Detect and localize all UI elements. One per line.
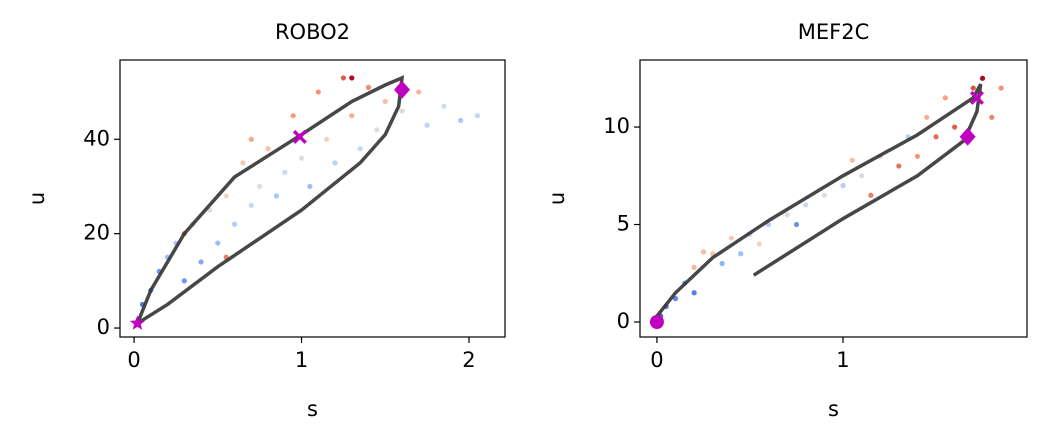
scatter-point bbox=[849, 157, 855, 163]
scatter-point bbox=[282, 169, 288, 175]
marker bbox=[394, 80, 411, 99]
scatter-point bbox=[700, 249, 707, 255]
y-tick-label: 20 bbox=[83, 221, 110, 245]
scatter-point bbox=[416, 89, 422, 95]
y-tick-label: 0 bbox=[97, 315, 110, 339]
scatter-point bbox=[728, 235, 734, 241]
scatter-point bbox=[840, 182, 846, 189]
y-axis-label: u bbox=[25, 192, 49, 205]
scatter-point bbox=[215, 240, 221, 246]
scatter-point bbox=[240, 160, 246, 166]
scatter-point bbox=[349, 113, 355, 119]
chart-title: ROBO2 bbox=[275, 20, 350, 44]
scatter-point bbox=[307, 183, 313, 190]
scatter-point bbox=[340, 75, 346, 81]
marker bbox=[959, 127, 976, 146]
scatter-point bbox=[868, 192, 874, 198]
scatter-point bbox=[181, 278, 187, 284]
scatter-point bbox=[374, 127, 380, 133]
scatter-point bbox=[231, 221, 238, 227]
y-tick-label: 0 bbox=[617, 309, 630, 333]
x-axis-label: s bbox=[307, 397, 318, 421]
marker bbox=[649, 314, 664, 329]
x-tick-label: 2 bbox=[462, 348, 475, 372]
scatter-point bbox=[784, 212, 790, 218]
scatter-point bbox=[441, 103, 447, 109]
scatter-point bbox=[970, 85, 976, 91]
scatter-point bbox=[914, 153, 921, 159]
x-tick-label: 1 bbox=[295, 348, 308, 372]
scatter-point bbox=[257, 183, 263, 190]
scatter-point bbox=[382, 98, 388, 105]
scatter-point bbox=[265, 146, 271, 152]
scatter-point bbox=[952, 124, 958, 130]
marker bbox=[292, 129, 307, 144]
scatter-point bbox=[248, 136, 254, 142]
scatter-point bbox=[672, 295, 679, 302]
curve bbox=[655, 83, 983, 318]
y-axis-label: u bbox=[545, 192, 569, 205]
scatter-point bbox=[365, 84, 372, 90]
scatter-point bbox=[474, 113, 480, 119]
scatter-point bbox=[691, 264, 697, 271]
scatter-point bbox=[942, 95, 948, 101]
scatter-point bbox=[332, 160, 338, 166]
scatter-point bbox=[793, 221, 800, 228]
plot-frame bbox=[119, 59, 506, 338]
plot-frame bbox=[639, 59, 1028, 338]
scatter-point bbox=[989, 114, 995, 120]
scatter-point bbox=[357, 146, 363, 152]
scatter-point bbox=[821, 192, 827, 198]
scatter-point bbox=[803, 202, 809, 208]
scatter-point bbox=[738, 251, 744, 257]
scatter-point bbox=[290, 113, 296, 119]
x-tick-label: 0 bbox=[650, 348, 663, 372]
scatter-point bbox=[399, 108, 405, 114]
y-tick-label: 10 bbox=[603, 114, 630, 138]
scatter-point bbox=[424, 122, 430, 128]
scatter-point bbox=[719, 260, 725, 267]
scatter-point bbox=[315, 89, 321, 95]
scatter-point bbox=[998, 85, 1004, 91]
scatter-point bbox=[458, 117, 464, 124]
scatter-point bbox=[858, 173, 865, 179]
scatter-point bbox=[933, 134, 939, 140]
scatter-point bbox=[896, 163, 902, 169]
scatter-point bbox=[273, 193, 280, 199]
scatter-point bbox=[691, 290, 697, 296]
scatter-point bbox=[298, 155, 305, 161]
y-tick-label: 5 bbox=[617, 212, 630, 236]
scatter-point bbox=[324, 136, 330, 142]
scatter-point bbox=[223, 193, 229, 199]
x-tick-label: 1 bbox=[836, 348, 849, 372]
marker bbox=[969, 90, 984, 105]
x-tick-label: 0 bbox=[127, 348, 140, 372]
chart-title: MEF2C bbox=[798, 20, 870, 44]
scatter-point bbox=[756, 241, 762, 247]
marker bbox=[129, 315, 146, 330]
scatter-point bbox=[248, 202, 254, 208]
x-axis-label: s bbox=[828, 397, 839, 421]
curve bbox=[135, 75, 405, 325]
scatter-point bbox=[349, 75, 355, 81]
scatter-point bbox=[924, 114, 930, 120]
scatter-point bbox=[979, 75, 986, 81]
y-tick-label: 40 bbox=[83, 126, 110, 150]
scatter-point bbox=[198, 259, 204, 265]
